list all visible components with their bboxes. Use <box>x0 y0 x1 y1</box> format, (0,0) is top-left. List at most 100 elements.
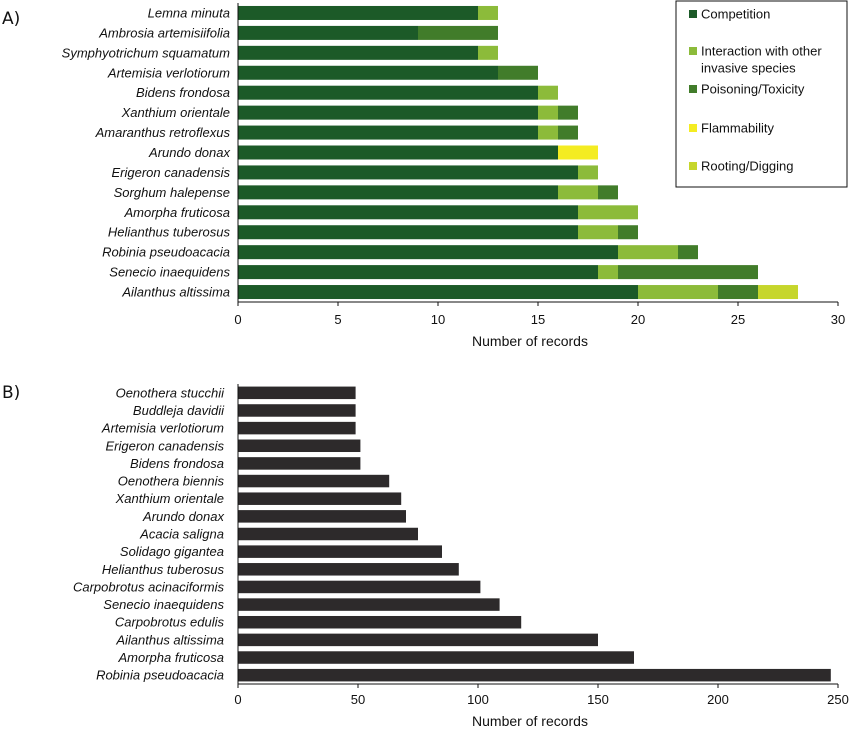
bar-a-bidens-frondosa-competition <box>238 85 538 100</box>
bar-a-ailanthus-altissima-rooting-digging <box>758 285 798 300</box>
bar-a-bidens-frondosa-interaction-with-other-invasive-species <box>538 85 558 100</box>
bar-a-ambrosia-artemisiifolia-competition <box>238 25 418 40</box>
bar-b-carpobrotus-acinaciformis <box>238 580 481 594</box>
bar-a-robinia-pseudoacacia-interaction-with-other-invasive-species <box>618 245 678 260</box>
bar-b-erigeron-canadensis <box>238 439 361 453</box>
bar-a-senecio-inaequidens-competition <box>238 265 598 280</box>
x-tick-label-a-25: 25 <box>731 312 745 327</box>
category-label-a-ailanthus-altissima: Ailanthus altissima <box>121 285 230 300</box>
bar-b-arundo-donax <box>238 510 406 523</box>
bar-a-ailanthus-altissima-competition <box>238 285 638 300</box>
x-tick-label-a-5: 5 <box>334 312 341 327</box>
legend-label-competition: Competition <box>701 7 770 22</box>
x-tick-label-b-0: 0 <box>234 692 241 707</box>
bar-b-xanthium-orientale <box>238 492 402 505</box>
category-label-b-senecio-inaequidens: Senecio inaequidens <box>103 597 224 612</box>
category-label-b-buddleja-davidii: Buddleja davidii <box>133 403 225 418</box>
bar-b-acacia-saligna <box>238 527 418 541</box>
category-label-b-xanthium-orientale: Xanthium orientale <box>115 491 224 506</box>
bar-a-lemna-minuta-interaction-with-other-invasive-species <box>478 5 498 20</box>
x-axis-title-a: Number of records <box>472 333 588 349</box>
category-label-a-xanthium-orientale: Xanthium orientale <box>121 105 230 120</box>
x-tick-label-b-100: 100 <box>467 692 489 707</box>
category-label-b-ailanthus-altissima: Ailanthus altissima <box>115 632 224 647</box>
bar-a-senecio-inaequidens-interaction-with-other-invasive-species <box>598 265 618 280</box>
bar-b-buddleja-davidii <box>238 404 356 417</box>
bar-a-amorpha-fruticosa-competition <box>238 205 578 220</box>
bar-a-amorpha-fruticosa-interaction-with-other-invasive-species <box>578 205 638 220</box>
x-tick-label-a-20: 20 <box>631 312 645 327</box>
x-tick-label-b-250: 250 <box>827 692 849 707</box>
category-label-b-oenothera-biennis: Oenothera biennis <box>118 474 225 489</box>
x-tick-label-b-200: 200 <box>707 692 729 707</box>
bar-a-ailanthus-altissima-interaction-with-other-invasive-species <box>638 285 718 300</box>
category-label-a-bidens-frondosa: Bidens frondosa <box>136 85 230 100</box>
category-label-a-arundo-donax: Arundo donax <box>148 145 230 160</box>
bar-b-bidens-frondosa <box>238 457 361 470</box>
category-label-a-amaranthus-retroflexus: Amaranthus retroflexus <box>95 125 231 140</box>
bar-a-helianthus-tuberosus-competition <box>238 225 578 240</box>
bar-b-amorpha-fruticosa <box>238 651 634 664</box>
bar-a-helianthus-tuberosus-poisoning-toxicity <box>618 225 638 240</box>
category-label-b-acacia-saligna: Acacia saligna <box>139 527 224 542</box>
bar-a-robinia-pseudoacacia-competition <box>238 245 618 260</box>
bar-a-symphyotrichum-squamatum-interaction-with-other-invasive-species <box>478 45 498 60</box>
legend-label-poisoning-toxicity: Poisoning/Toxicity <box>701 82 805 97</box>
category-label-b-bidens-frondosa: Bidens frondosa <box>130 456 224 471</box>
bar-b-artemisia-verlotiorum <box>238 421 356 435</box>
category-label-b-amorpha-fruticosa: Amorpha fruticosa <box>118 650 225 665</box>
legend-label-rooting-digging: Rooting/Digging <box>701 159 794 174</box>
x-tick-label-a-15: 15 <box>531 312 545 327</box>
bar-a-sorghum-halepense-poisoning-toxicity <box>598 185 618 200</box>
category-label-a-lemna-minuta: Lemna minuta <box>148 5 230 20</box>
bar-a-erigeron-canadensis-interaction-with-other-invasive-species <box>578 165 598 180</box>
bar-a-xanthium-orientale-competition <box>238 105 538 120</box>
category-label-a-erigeron-canadensis: Erigeron canadensis <box>111 165 230 180</box>
bar-a-arundo-donax-flammability <box>558 145 598 160</box>
legend-swatch-flammability <box>689 124 697 132</box>
category-label-b-erigeron-canadensis: Erigeron canadensis <box>105 438 224 453</box>
category-label-b-carpobrotus-acinaciformis: Carpobrotus acinaciformis <box>73 579 225 594</box>
bar-a-lemna-minuta-competition <box>238 5 478 20</box>
bar-a-amaranthus-retroflexus-competition <box>238 125 538 140</box>
legend-label-interaction-with-other-invasive-species: Interaction with other invasive species <box>701 44 822 76</box>
chart-b-bars: Oenothera stucchii Buddleja davidii Artemi… <box>73 384 849 729</box>
bar-b-ailanthus-altissima <box>238 633 598 647</box>
x-tick-label-a-30: 30 <box>831 312 845 327</box>
category-label-b-oenothera-stucchii: Oenothera stucchii <box>116 385 226 400</box>
bar-a-amaranthus-retroflexus-poisoning-toxicity <box>558 125 578 140</box>
category-label-b-carpobrotus-edulis: Carpobrotus edulis <box>115 615 225 630</box>
x-tick-label-b-50: 50 <box>351 692 365 707</box>
x-tick-label-b-150: 150 <box>587 692 609 707</box>
category-label-b-arundo-donax: Arundo donax <box>142 509 224 524</box>
bar-b-senecio-inaequidens <box>238 598 500 611</box>
bar-a-sorghum-halepense-competition <box>238 185 558 200</box>
bar-b-carpobrotus-edulis <box>238 615 522 629</box>
bar-a-arundo-donax-competition <box>238 145 558 160</box>
category-label-a-robinia-pseudoacacia: Robinia pseudoacacia <box>102 245 230 260</box>
category-label-a-senecio-inaequidens: Senecio inaequidens <box>109 265 230 280</box>
bar-a-erigeron-canadensis-competition <box>238 165 578 180</box>
bar-a-ailanthus-altissima-poisoning-toxicity <box>718 285 758 300</box>
panel-a-label: A) <box>2 9 20 29</box>
x-axis-title-b: Number of records <box>472 713 588 729</box>
bar-a-senecio-inaequidens-poisoning-toxicity <box>618 265 758 280</box>
category-label-a-helianthus-tuberosus: Helianthus tuberosus <box>108 225 231 240</box>
category-label-b-artemisia-verlotiorum: Artemisia verlotiorum <box>101 421 224 436</box>
bar-b-helianthus-tuberosus <box>238 563 459 576</box>
bar-b-oenothera-stucchii <box>238 386 356 400</box>
bar-a-artemisia-verlotiorum-poisoning-toxicity <box>498 65 538 80</box>
x-tick-label-a-0: 0 <box>234 312 241 327</box>
category-label-a-sorghum-halepense: Sorghum halepense <box>114 185 230 200</box>
bar-b-oenothera-biennis <box>238 474 390 488</box>
legend-label-flammability: Flammability <box>701 121 774 136</box>
legend-swatch-competition <box>689 10 697 18</box>
bar-a-sorghum-halepense-interaction-with-other-invasive-species <box>558 185 598 200</box>
legend-swatch-poisoning-toxicity <box>689 85 697 93</box>
category-label-b-solidago-gigantea: Solidago gigantea <box>120 544 224 559</box>
chart-a-stacked-bars: Lemna minuta Ambrosia artemisiifolia Symph… <box>62 0 848 349</box>
bar-a-artemisia-verlotiorum-competition <box>238 65 498 80</box>
legend-box-a <box>675 0 848 188</box>
bar-a-symphyotrichum-squamatum-competition <box>238 45 478 60</box>
category-label-a-ambrosia-artemisiifolia: Ambrosia artemisiifolia <box>98 25 230 40</box>
